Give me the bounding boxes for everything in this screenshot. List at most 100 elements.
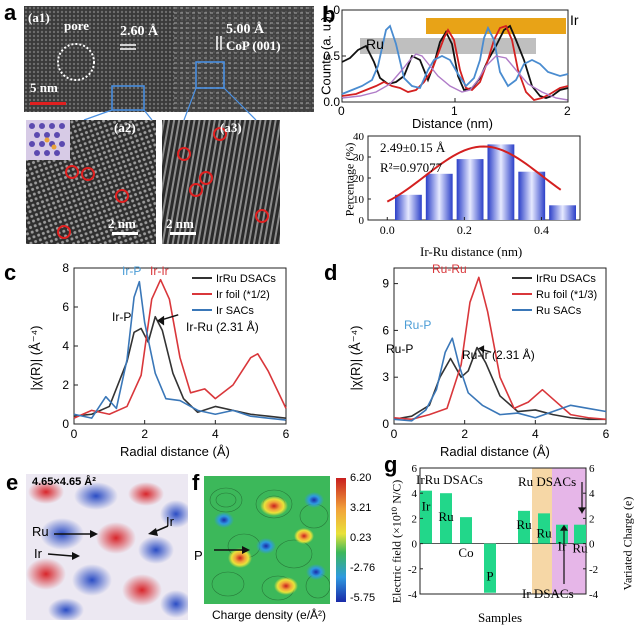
tag-a3: (a3) [220,120,242,135]
hist-ytick: 20 [353,173,365,185]
g-group-irru: IrRu DSACs [416,472,483,487]
g-bar-label: Ru [516,517,532,532]
g-group-ru: Ru DSACs [518,474,577,489]
b-top-xtick: 2 [564,104,571,118]
g-xlabel: Samples [478,610,523,625]
panel-d: d 0 3 6 9 0 2 4 6 IrRu DSACs Ru foil (*1/3) Ru SAC… [320,260,640,460]
tag-a1: (a1) [28,10,50,25]
xtick-label: 0 [71,427,78,441]
g-right-tick: 2 [589,513,595,525]
e-ir-right-label: Ir [166,514,174,529]
electric-field-chart: Ir Ru Co P Ru Ru Ir Ru -4 -2 0 2 4 6 -4 -2 0 2 4 6 [408,463,599,601]
gaussian-fit [386,145,562,203]
g-bar-label: Ir [422,499,431,514]
hist-bar [456,159,484,220]
ytick-label: 9 [382,277,389,291]
xtick-label: 4 [532,427,539,441]
b-hist-ylabel: Percentage (%) [342,142,357,217]
d-xlabel: Radial distance (Å) [440,444,550,459]
series-line [393,276,607,421]
connector-lines [83,87,257,121]
e-size-label: 4.65×4.65 Å² [32,476,96,488]
xtick-label: 0 [391,427,398,441]
series-line [73,280,287,421]
legend-label: IrRu DSACs [536,273,596,285]
ytick-label: 6 [62,300,69,314]
profile-black [341,24,569,99]
g-bar [460,517,472,544]
e-ru-label: Ru [32,524,49,539]
xtick-label: 6 [603,427,610,441]
panel-a: a (a1) pore 2.60 Å 5.00 Å CoP (001) 5 nm [0,0,320,260]
xtick-label: 4 [212,427,219,441]
g-group-ir: Ir DSACs [522,586,574,601]
g-bar [538,513,550,544]
e-ir-left-label: Ir [34,546,42,561]
xtick-label: 2 [141,427,148,441]
legend-label: IrRu DSACs [216,273,276,285]
hist-xtick: 0.4 [534,223,549,237]
c-annot-irp: Ir-P [112,310,132,324]
hist-bar [549,205,576,220]
g-bar-label: P [486,569,493,584]
cbar-tick: 0.23 [350,532,372,544]
b-top-ytick: 0.5 [323,49,340,63]
d-annot-ruru: Ru-Ru [432,262,467,276]
ytick-label: 3 [382,370,389,384]
g-right-tick: -4 [589,589,599,601]
g-ylabel-right: Variated Charge (e) [620,496,635,591]
series-line [73,278,287,419]
panel-c: c 0 2 4 6 8 0 2 4 6 IrRu DSACs Ir foil (*1/2) Ir SA… [0,260,320,460]
g-bar-label: Ru [572,541,588,556]
g-bar-label: Co [458,545,473,560]
ir-band-label: Ir [570,12,579,28]
panel-e-letter: e [6,470,19,495]
panel-e: e 4.65×4.65 Å² Ru Ir Ir [0,466,192,626]
g-bar [420,490,432,544]
b-top-xlabel: Distance (nm) [412,116,493,131]
ru-band [360,38,536,54]
g-bar-label: Ru [536,525,552,540]
hist-xtick: 0.0 [380,223,395,237]
g-right-tick: -2 [589,564,598,576]
g-left-tick: 2 [412,513,418,525]
g-bar [574,524,586,544]
pore-label: pore [64,18,90,33]
line-profile-chart [341,9,569,103]
c-annot-irir: Ir-Ir [150,264,169,278]
g-left-tick: -2 [408,564,417,576]
b-hist-xlabel: Ir-Ru distance (nm) [420,244,523,259]
scale-bar [30,102,66,105]
legend-label: Ir SACs [216,305,254,317]
exafs-chart-ru: 0 3 6 9 0 2 4 6 IrRu DSACs Ru foil (*1/3) Ru SACs [382,267,610,441]
hist-ytick: 40 [353,131,365,143]
g-right-tick: 0 [589,539,595,551]
b-top-ytick: 1.0 [323,3,340,17]
hist-bar [487,144,515,220]
panel-f-letter: f [192,470,200,495]
panel-b: b Ir Ru 1.0 0.5 0.0 0 1 2 Distance (nm) … [319,0,640,260]
legend-label: Ir foil (*1/2) [216,289,270,301]
panel-g: g Ir Ru Co P Ru Ru Ir Ru -4 -2 0 2 4 6 -4 -2 0 2 4 6 IrRu D… [384,452,640,629]
g-bar-label: Ir [558,539,567,554]
d-annot-rup-blue: Ru-P [404,318,432,332]
hist-bar [394,194,422,220]
profile-red [341,24,569,101]
xtick-label: 6 [283,427,290,441]
panel-g-letter: g [384,452,398,477]
exafs-chart-ir: 0 2 4 6 8 0 2 4 6 IrRu DSACs Ir foil (*1/2) Ir SACs [62,261,290,441]
b-top-ytick: 0.0 [323,95,340,109]
fit-text: 2.49±0.15 Å [380,140,446,155]
f-p-label: P [194,548,203,563]
hist-ytick: 10 [353,194,365,206]
panel-d-letter: d [324,260,338,285]
ytick-label: 6 [382,323,389,337]
g-left-tick: 4 [412,488,418,500]
chart-frame [393,267,607,425]
d-annot-ruir: Ru-Ir (2.31 Å) [462,348,535,362]
d-ylabel: |χ(R)| (Å⁻⁴) [348,325,363,391]
g-left-tick: 6 [412,463,418,475]
charge-density-caption: Charge density (e/Å²) [212,608,327,622]
scale-label-a3: 2 nm [166,216,194,231]
field-map-e [26,474,188,620]
